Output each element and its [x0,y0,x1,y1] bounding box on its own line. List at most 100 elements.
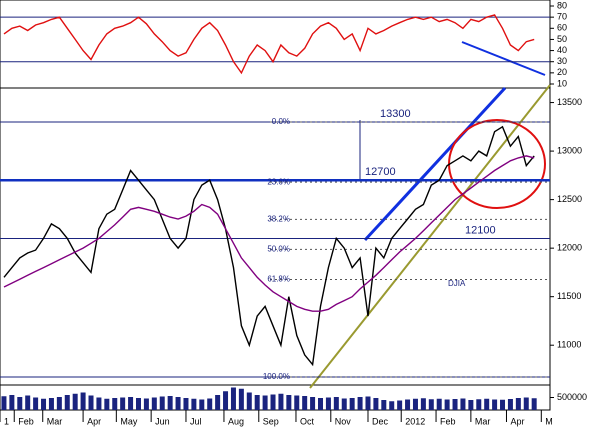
volume-bar [230,387,236,410]
volume-bar [262,395,268,410]
volume-bar [286,395,292,410]
x-tick-label: Mar [47,416,63,426]
volume-bar [325,397,331,410]
volume-bar [460,398,466,410]
fib-label: 23.6% [267,177,290,186]
volume-bar [151,397,157,410]
trend-line [309,84,551,389]
volume-bar [341,398,347,410]
volume-bar [405,399,411,410]
volume-bar [333,397,339,410]
volume-bar [191,398,197,410]
volume-bar [318,398,324,410]
volume-bar [167,396,173,410]
x-tick-label: May [120,416,138,426]
volume-bar [199,399,205,410]
volume-bar [452,399,458,410]
volume-bar [128,397,134,410]
x-tick-label: Feb [18,416,34,426]
volume-bar [436,398,442,410]
trend-line [363,86,507,242]
volume-bar [500,399,506,410]
reference-label: 12700 [365,166,396,178]
volume-bar [381,400,387,410]
y-tick-label: 40 [557,45,567,55]
x-tick-label: M [545,416,553,426]
volume-bar [484,398,490,410]
y-tick-label: 30 [557,56,567,66]
index-label: DJIA [448,279,466,288]
y-tick-label: 11500 [557,291,581,301]
x-tick-label: Jul [190,416,202,426]
reference-label: 13300 [380,108,411,120]
series-line [3,14,535,75]
volume-bar [72,393,78,410]
y-tick-label: 500000 [557,392,587,402]
x-tick-label: 1 [4,416,9,426]
x-tick-label: Sep [263,416,279,426]
volume-bar [9,395,15,410]
volume-bar [310,397,316,410]
fib-label: 50.0% [267,245,290,254]
y-tick-label: 11000 [557,340,581,350]
volume-bar [88,395,94,410]
volume-bar [492,399,498,410]
x-tick-label: Feb [440,416,456,426]
y-tick-label: 12500 [557,194,582,204]
volume-bar [238,388,244,410]
y-tick-label: 13000 [557,145,582,155]
volume-bar [270,394,276,410]
y-tick-label: 50 [557,34,567,44]
volume-bar [143,398,149,410]
volume-bar [183,398,189,410]
volume-bar [96,397,102,410]
x-tick-label: Apr [510,416,524,426]
y-tick-label: 10 [557,78,567,88]
fib-label: 0.0% [272,117,290,126]
volume-bar [254,395,260,410]
series-line [3,155,535,312]
volume-bar [33,397,39,410]
volume-bar [389,401,395,410]
volume-bar [215,395,221,410]
volume-bar [223,391,229,410]
fib-label: 61.8% [267,275,290,284]
x-tick-label: Apr [87,416,101,426]
volume-bar [120,397,126,410]
volume-bar [80,392,86,410]
volume-bar [294,395,300,410]
rsi-trend-line [461,41,546,76]
volume-bar [175,397,181,410]
x-tick-label: 2012 [405,416,425,426]
volume-bar [397,400,403,410]
x-tick-label: Oct [300,416,315,426]
volume-bar [468,400,474,410]
y-tick-label: 80 [557,0,567,10]
volume-bar [17,397,23,410]
volume-bar [357,397,363,410]
volume-bar [56,397,62,410]
volume-bar [412,398,418,410]
volume-bar [428,399,434,410]
volume-bar [159,396,165,410]
y-tick-label: 13500 [557,97,582,107]
volume-bar [1,396,7,410]
fib-label: 100.0% [263,372,290,381]
series-line [3,125,535,367]
volume-bar [365,396,371,410]
volume-bar [135,398,141,410]
volume-bar [246,392,252,410]
x-tick-label: Aug [228,416,244,426]
y-tick-label: 12000 [557,243,582,253]
volume-bar [48,398,54,410]
volume-bar [373,398,379,410]
volume-bar [349,398,355,410]
volume-bar [507,399,513,410]
volume-bar [64,395,70,410]
y-tick-label: 70 [557,12,567,22]
volume-bar [531,398,537,410]
volume-bar [112,398,118,410]
volume-bar [515,398,521,410]
fib-label: 38.2% [267,214,290,223]
